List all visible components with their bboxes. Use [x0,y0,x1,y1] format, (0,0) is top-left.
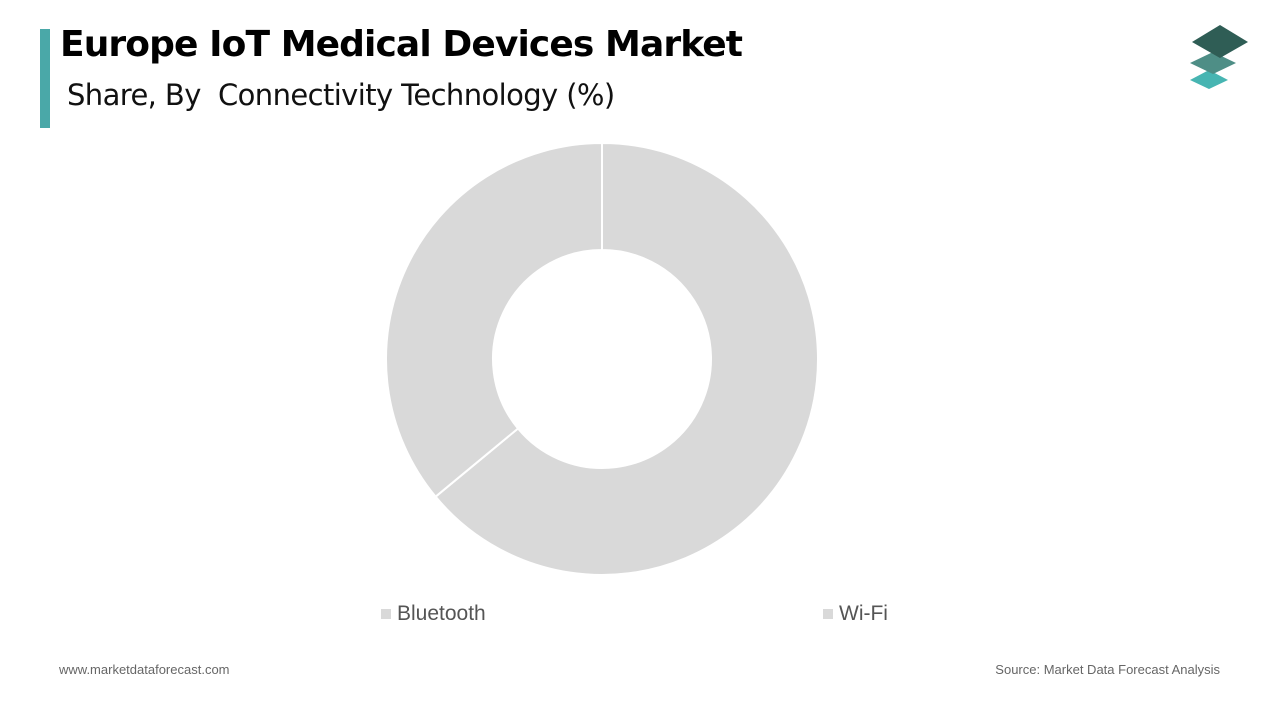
legend-item-wi-fi: Wi-Fi [823,601,888,627]
slice-bluetooth [434,141,819,576]
legend-label-bluetooth: Bluetooth [397,602,486,625]
layered-stack-icon [1190,25,1248,89]
chart-subtitle: Share, By Connectivity Technology (%) [67,78,615,112]
website-url: www.marketdataforecast.com [59,662,230,677]
legend-swatch-bluetooth [381,609,391,619]
slice-wi-fi [385,141,603,499]
chart-title: Europe IoT Medical Devices Market [60,24,743,65]
source-note: Source: Market Data Forecast Analysis [995,662,1220,677]
legend-item-bluetooth: Bluetooth [381,601,486,627]
title-accent-bar [40,29,50,128]
legend-label-wi-fi: Wi-Fi [839,602,888,625]
legend-swatch-wi-fi [823,609,833,619]
